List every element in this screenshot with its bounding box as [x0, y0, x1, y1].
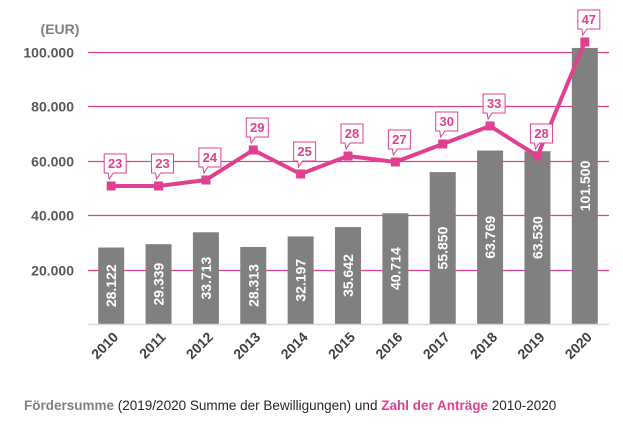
callout: 33 [482, 93, 506, 121]
x-tick-label: 2013 [230, 329, 263, 362]
bar [145, 244, 172, 324]
callout-box [103, 153, 127, 181]
callout: 25 [293, 141, 317, 169]
line-marker [438, 139, 448, 149]
y-tick-label: 40.000 [31, 208, 74, 224]
callout-label: 29 [250, 120, 264, 135]
y-axis-unit: (EUR) [41, 21, 80, 37]
line-marker [201, 175, 211, 185]
caption-part-years: 2010-2020 [487, 398, 557, 413]
x-tick-label: 2017 [420, 329, 453, 362]
x-tick-label: 2019 [514, 329, 547, 362]
bar [240, 246, 267, 324]
x-tick-label: 2011 [136, 329, 169, 362]
line-marker [154, 181, 164, 191]
callout: 28 [529, 123, 553, 151]
callout-label: 23 [155, 156, 169, 171]
bar [335, 227, 361, 324]
callout-label: 33 [487, 96, 501, 111]
callout-box [245, 117, 269, 145]
callout: 24 [198, 147, 222, 175]
bar [571, 47, 598, 325]
chart-caption: Fördersumme (2019/2020 Summe der Bewilli… [24, 398, 556, 413]
callout: 29 [245, 117, 269, 145]
callout-label: 28 [534, 126, 548, 141]
x-tick-labels: 2010 2011 2012 2013 2014 2015 2016 2017 2018 2019… [88, 329, 595, 362]
callout-box [435, 111, 459, 139]
x-tick-label: 2018 [467, 329, 500, 362]
bar [192, 232, 219, 324]
callout: 47 [577, 9, 601, 37]
bars [98, 47, 598, 325]
y-tick-label: 60.000 [31, 154, 74, 170]
callout-box [340, 123, 364, 151]
callout: 23 [103, 153, 127, 181]
callout-box [293, 141, 317, 169]
y-tick-label: 20.000 [31, 263, 74, 279]
line-marker [532, 151, 542, 161]
callout-box [387, 129, 411, 157]
callout-label: 24 [203, 150, 218, 165]
bar-data-label: 28.122 [103, 264, 119, 307]
callout-box [151, 153, 175, 181]
bar-data-label: 33.713 [198, 257, 214, 300]
bar-data-label: 29.339 [151, 262, 167, 305]
callout-box [198, 147, 222, 175]
bar [477, 150, 504, 324]
bar [524, 151, 551, 324]
gridlines [88, 51, 609, 272]
line-marker [106, 181, 116, 191]
y-tick-labels: 20.000 40.000 60.000 80.000 100.000 [23, 45, 74, 279]
bar [429, 172, 456, 324]
caption-part-middle: (2019/2020 Summe der Bewilligungen) und [114, 398, 382, 413]
bar-data-label: 63.769 [482, 216, 498, 259]
x-tick-label: 2014 [277, 329, 310, 362]
line-marker [485, 121, 495, 131]
combo-chart: (EUR) 20.000 40.000 60.000 80.000 100.000 28… [23, 9, 609, 362]
bar-data-labels: 28.122 29.339 33.713 28.313 32.197 35.642 40.7… [103, 160, 593, 307]
line-marker [580, 37, 590, 47]
bar-data-label: 63.530 [529, 216, 545, 259]
callout-label: 27 [392, 132, 406, 147]
callout-box [577, 9, 601, 37]
bar-data-label: 55.850 [435, 226, 451, 269]
bar [287, 236, 314, 324]
bar-data-label: 40.714 [387, 247, 403, 290]
callout-label: 23 [108, 156, 122, 171]
callout: 30 [435, 111, 459, 139]
callout-label: 30 [439, 114, 453, 129]
line-marker [343, 151, 353, 161]
caption-part-funding: Fördersumme [24, 398, 115, 413]
line-path [111, 41, 587, 188]
line-marker [296, 169, 306, 179]
callout: 23 [151, 153, 175, 181]
bar-data-label: 32.197 [293, 259, 309, 302]
x-tick-label: 2015 [325, 329, 358, 362]
callout-label: 47 [582, 12, 596, 27]
callout-label: 28 [345, 126, 359, 141]
callout-label: 25 [297, 144, 311, 159]
callout-box [529, 123, 553, 151]
x-tick-label: 2012 [183, 329, 216, 362]
caption-part-applications: Zahl der Anträge [381, 398, 488, 413]
callout: 27 [387, 129, 411, 157]
bar-data-label: 35.642 [340, 254, 356, 297]
bar-data-label: 101.500 [577, 160, 593, 211]
line-series [106, 37, 590, 191]
x-tick-label: 2020 [562, 329, 595, 362]
bar [382, 213, 409, 324]
callout: 28 [340, 123, 364, 151]
y-tick-label: 80.000 [31, 99, 74, 115]
x-tick-label: 2010 [88, 329, 121, 362]
line-marker [390, 157, 400, 167]
x-tick-label: 2016 [372, 329, 405, 362]
bar-data-label: 28.313 [245, 264, 261, 307]
y-tick-label: 100.000 [23, 45, 74, 61]
bar [98, 247, 125, 324]
line-callouts: 23 23 24 29 25 28 27 30 33 28 47 [103, 9, 601, 181]
callout-box [482, 93, 506, 121]
line-marker [248, 145, 258, 155]
